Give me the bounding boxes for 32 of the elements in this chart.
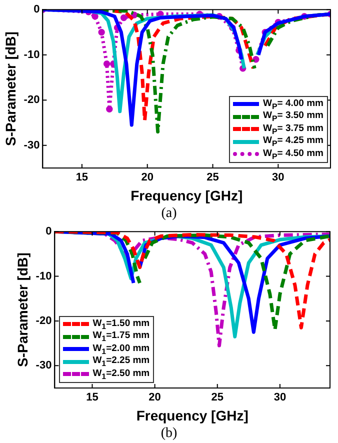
y-tick-label: -20 [36,315,52,328]
text: (b) [160,426,178,442]
legend-label: W$_{1}$=2.50 mm [92,368,150,381]
x-tick-label: 20 [141,172,154,184]
legend-label: W$_{P}$= 4.50 mm [263,148,324,161]
y-tick-label: -10 [36,270,52,282]
legend-label: W$_{1}$=2.25 mm [92,355,150,368]
x-tick-label: 30 [274,392,286,404]
x-tick-label: 20 [148,392,161,404]
x-tick-label: 15 [86,392,98,404]
y-axis-title: S-Parameter [dB] [14,252,30,367]
y-tick-label: -20 [24,94,40,106]
legend-label: W$_{P}$= 3.75 mm [263,122,324,136]
x-tick-label: 25 [211,392,224,404]
y-axis-title: S-Parameter [dB] [2,32,18,146]
x-tick-label: 30 [272,172,284,184]
y-tick-label: -30 [36,360,52,372]
x-tick-label: 25 [206,172,219,184]
text: (a) [160,206,178,222]
legend-label: W$_{P}$= 3.50 mm [263,110,324,124]
x-axis-title: Frequency [GHz] [130,187,243,204]
y-tick-label: -10 [24,48,40,61]
legend-label: W$_{1}$=1.50 mm [92,318,150,331]
y-tick-label: 0 [34,4,40,16]
legend-label: W$_{P}$= 4.25 mm [263,135,324,148]
y-tick-label: 0 [46,226,52,238]
x-axis-title: Frequency [GHz] [136,407,248,424]
legend-label: W$_{1}$=1.75 mm [92,330,150,344]
x-tick-label: 15 [76,172,88,184]
legend-label: W$_{1}$=2.00 mm [92,342,150,356]
y-tick-label: -30 [24,139,40,152]
legend-label: W$_{P}$= 4.00 mm [263,98,324,111]
